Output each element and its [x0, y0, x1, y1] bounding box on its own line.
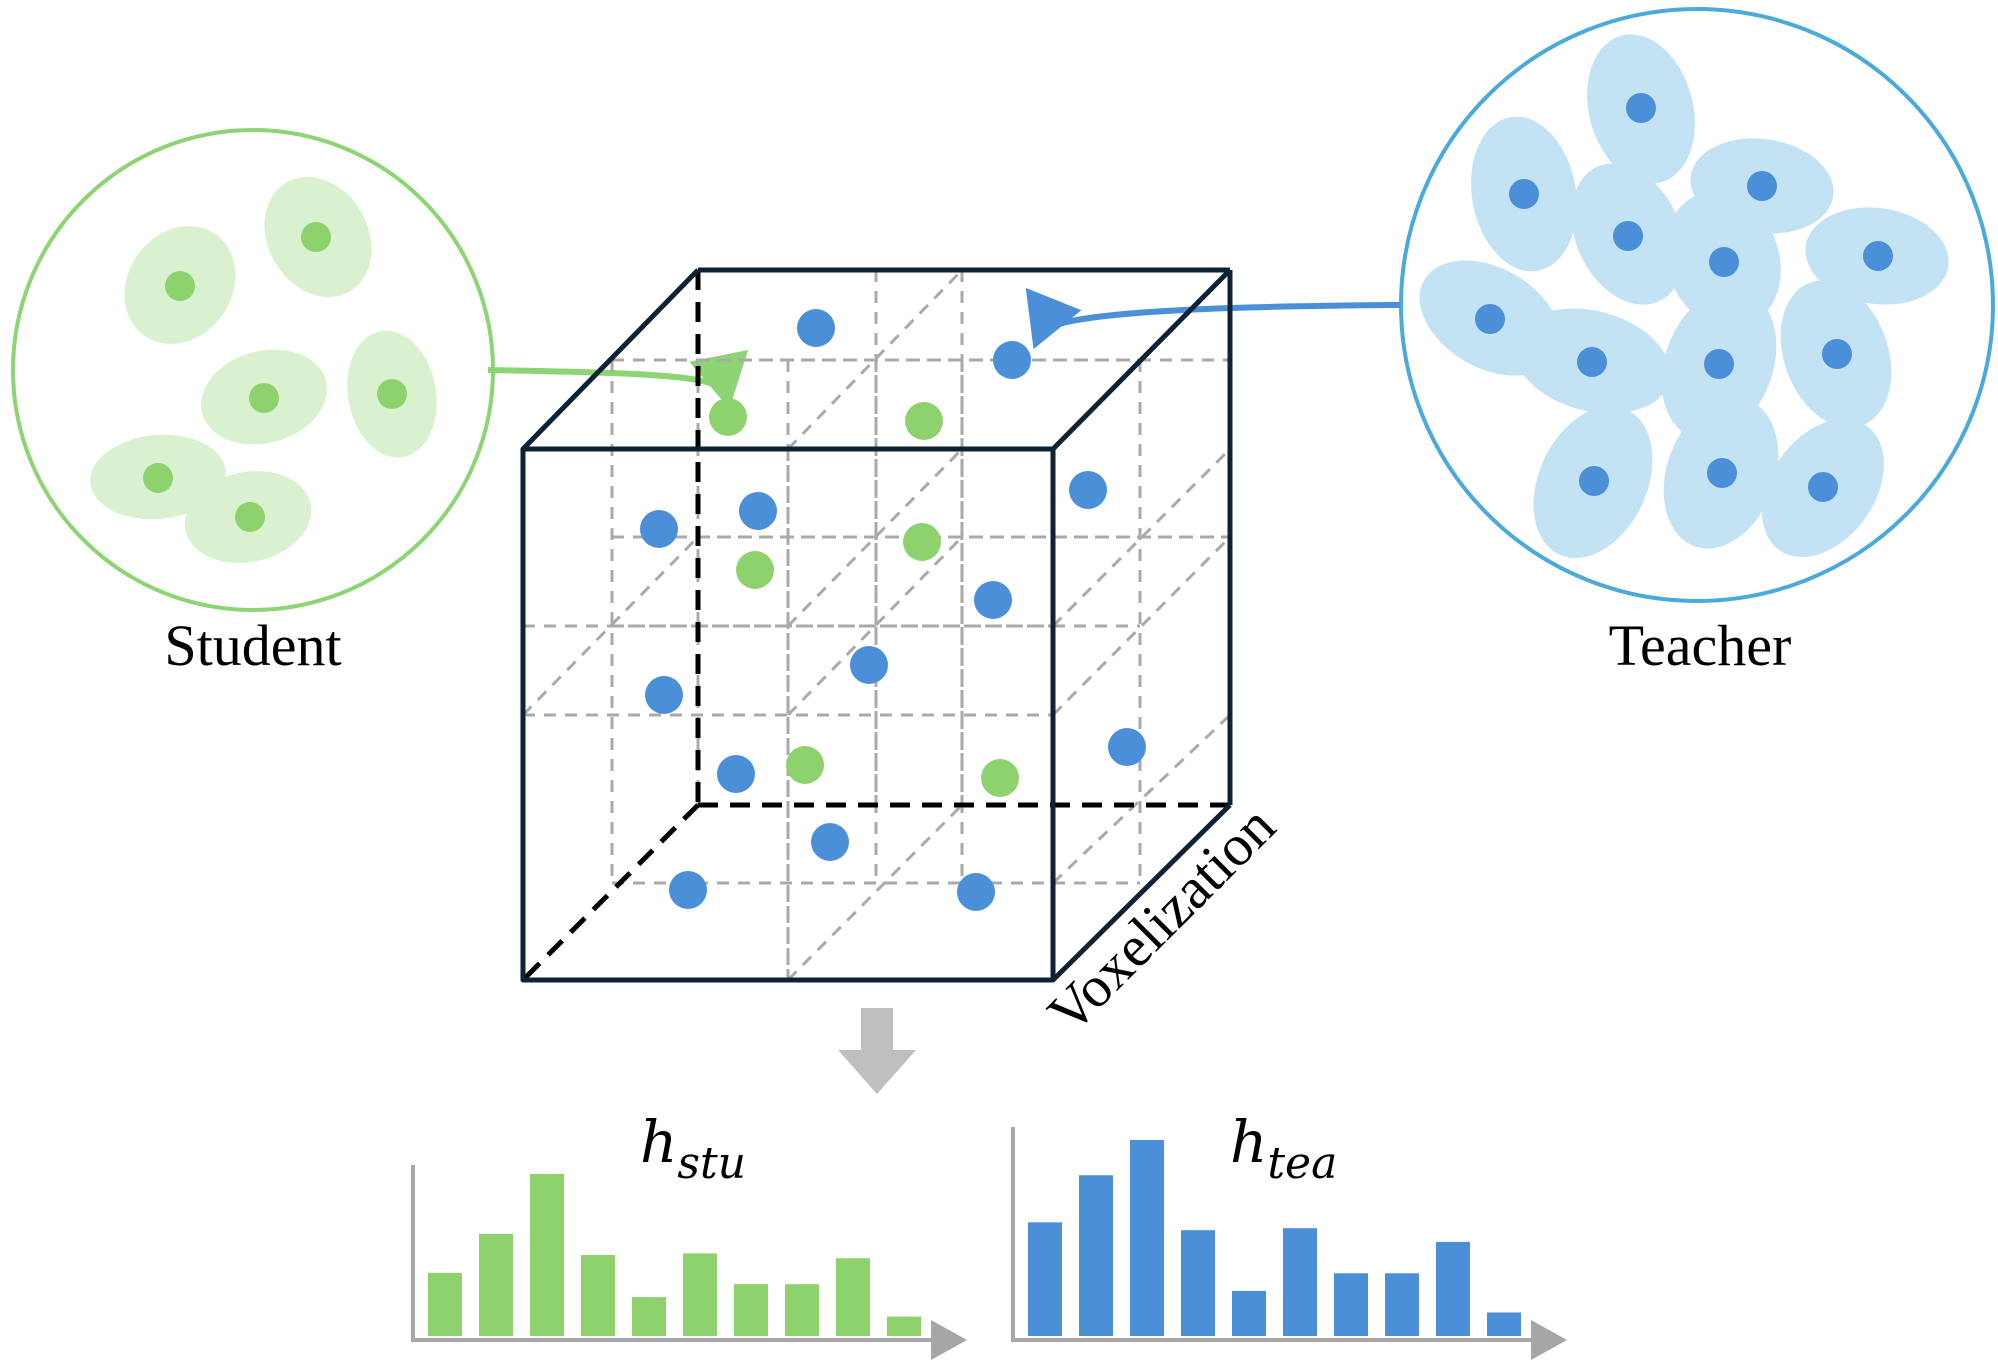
- student-cell: [90, 434, 226, 520]
- teacher-cloud: Teacher: [1399, 7, 1995, 678]
- teacher-point: [739, 492, 777, 530]
- student-hist-bar: [887, 1316, 921, 1336]
- teacher-hist-bar: [1487, 1312, 1521, 1336]
- teacher-point: [974, 581, 1012, 619]
- student-hist-bar: [785, 1284, 819, 1336]
- teacher-hist-bar: [1232, 1290, 1266, 1336]
- student-label: Student: [164, 613, 341, 678]
- teacher-cell: [1533, 405, 1653, 559]
- student-point: [981, 759, 1019, 797]
- teacher-cell: [1762, 418, 1884, 558]
- student-cloud: Student: [11, 128, 495, 678]
- teacher-cell: [1571, 163, 1685, 305]
- teacher-cell: [1805, 207, 1949, 305]
- student-point: [709, 398, 747, 436]
- teacher-hist-bar: [1028, 1222, 1062, 1336]
- cube-points: [640, 309, 1146, 911]
- student-cell: [184, 471, 312, 563]
- cube-edges: [520, 267, 1233, 983]
- student-hist-bar: [683, 1253, 717, 1336]
- student-hist-label: hstu: [640, 1108, 746, 1189]
- student-hist-subscript: stu: [677, 1138, 746, 1189]
- student-hist-bar: [530, 1174, 564, 1336]
- teacher-hist-bar: [1436, 1241, 1470, 1336]
- teacher-point: [640, 510, 678, 548]
- teacher-hist-bar: [1079, 1175, 1113, 1336]
- student-hist-bar: [428, 1272, 462, 1336]
- teacher-label: Teacher: [1609, 613, 1792, 678]
- student-hist-bar: [734, 1284, 768, 1336]
- teacher-point: [811, 823, 849, 861]
- teacher-point: [717, 755, 755, 793]
- teacher-hist-symbol: h: [1230, 1108, 1267, 1176]
- teacher-point: [797, 309, 835, 347]
- student-to-voxel-arrow: [487, 349, 749, 409]
- teacher-cell: [1587, 34, 1695, 184]
- student-hist-bar: [836, 1258, 870, 1336]
- teacher-hist-bar: [1283, 1228, 1317, 1336]
- teacher-point: [669, 871, 707, 909]
- student-cell: [264, 176, 372, 298]
- student-hist-symbol: h: [640, 1108, 677, 1176]
- teacher-hist-bars: [1028, 1140, 1521, 1336]
- voxel-cube: Voxelization: [520, 267, 1288, 1046]
- teacher-cells: [1419, 34, 1949, 559]
- teacher-to-voxel-arrow: [1025, 287, 1401, 350]
- student-histogram: hstu: [411, 1108, 967, 1360]
- teacher-hist-bar: [1385, 1273, 1419, 1336]
- student-cell: [201, 349, 327, 445]
- teacher-hist-bar: [1334, 1273, 1368, 1336]
- teacher-hist-bar: [1181, 1230, 1215, 1336]
- voxelization-label: Voxelization: [1035, 793, 1288, 1046]
- teacher-cell: [1471, 116, 1577, 272]
- cube-hidden-edges: [521, 270, 1230, 982]
- student-point: [905, 402, 943, 440]
- teacher-cell: [1663, 397, 1779, 549]
- teacher-histogram: htea: [1011, 1108, 1567, 1360]
- teacher-cell: [1513, 308, 1671, 414]
- teacher-hist-bar: [1130, 1140, 1164, 1336]
- student-cell: [347, 330, 437, 458]
- student-hist-bar: [632, 1297, 666, 1336]
- teacher-point: [645, 676, 683, 714]
- down-arrow: [838, 1008, 916, 1094]
- teacher-cell: [1780, 280, 1892, 428]
- teacher-point: [850, 646, 888, 684]
- teacher-hist-label: htea: [1230, 1108, 1337, 1189]
- student-point: [903, 523, 941, 561]
- student-hist-bar: [581, 1255, 615, 1336]
- student-point: [786, 746, 824, 784]
- student-cell: [124, 226, 236, 344]
- student-cells: [90, 176, 437, 563]
- student-hist-bar: [479, 1233, 513, 1336]
- teacher-point: [1069, 471, 1107, 509]
- teacher-point: [957, 873, 995, 911]
- teacher-point: [1108, 728, 1146, 766]
- teacher-point: [993, 341, 1031, 379]
- student-hist-bars: [428, 1174, 921, 1336]
- student-point: [736, 551, 774, 589]
- teacher-hist-subscript: tea: [1267, 1138, 1337, 1189]
